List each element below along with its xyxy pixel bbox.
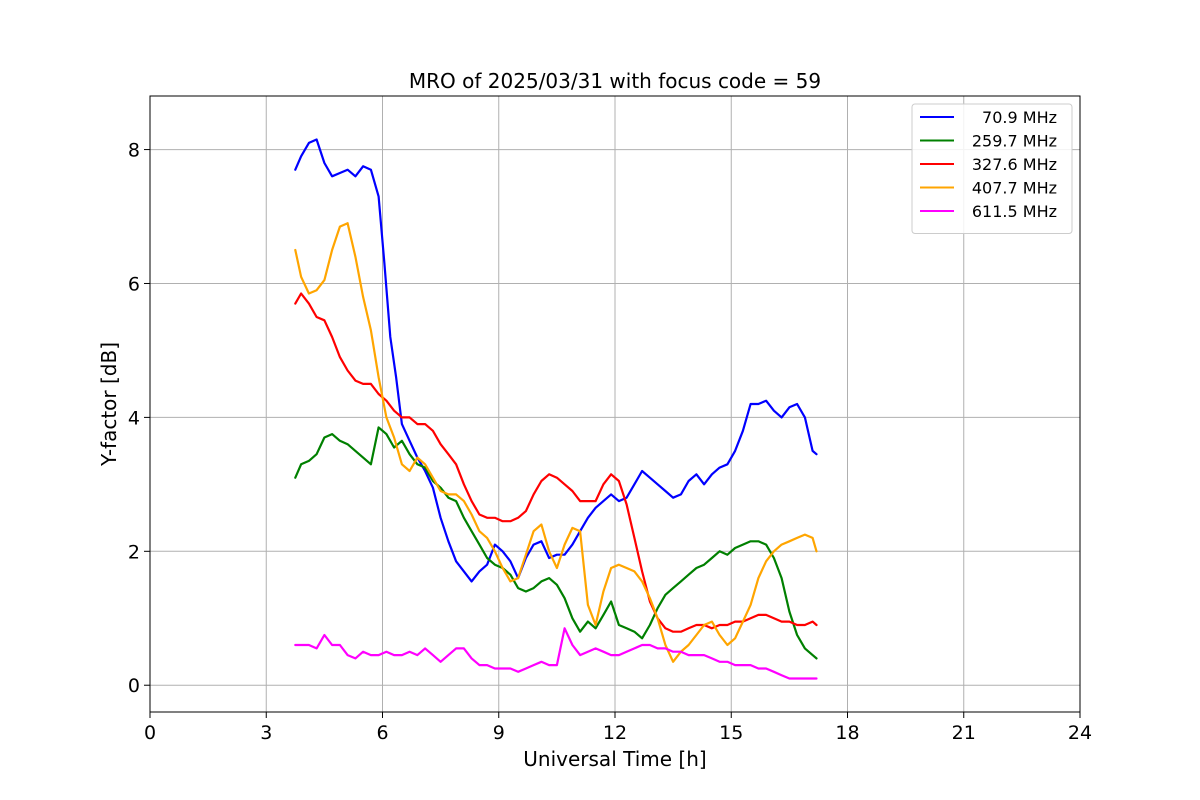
series-line-1 [294, 426, 818, 660]
y-axis-label: Y-factor [dB] [97, 342, 121, 467]
x-tick-label: 12 [603, 722, 627, 744]
legend: 70.9 MHz 259.7 MHz 327.6 MHz 407.7 MHz 611.5… [911, 103, 1073, 234]
legend-label: 327.6 MHz [972, 155, 1057, 174]
x-tick-label: 24 [1068, 722, 1092, 744]
y-tick-label: 2 [128, 541, 140, 563]
series-line-4 [294, 627, 818, 680]
x-tick-label: 18 [835, 722, 859, 744]
legend-label: 611.5 MHz [972, 202, 1057, 221]
x-tick-label: 6 [376, 722, 388, 744]
series-line-0 [294, 138, 818, 583]
y-tick-label: 6 [128, 273, 140, 295]
legend-label: 407.7 MHz [972, 179, 1057, 198]
x-tick-label: 15 [719, 722, 743, 744]
chart-title: MRO of 2025/03/31 with focus code = 59 [409, 69, 821, 93]
y-tick-label: 0 [128, 675, 140, 697]
x-tick-label: 21 [952, 722, 976, 744]
legend-box [911, 103, 1073, 234]
x-tick-label: 0 [144, 722, 156, 744]
legend-label: 259.7 MHz [972, 132, 1057, 151]
y-tick-label: 4 [128, 407, 140, 429]
x-axis-label: Universal Time [h] [523, 747, 706, 771]
x-tick-label: 3 [260, 722, 272, 744]
legend-label: 70.9 MHz [982, 108, 1057, 127]
x-tick-label: 9 [493, 722, 505, 744]
series-line-3 [294, 222, 818, 663]
series-layer [294, 138, 818, 680]
y-tick-label: 8 [128, 140, 140, 162]
